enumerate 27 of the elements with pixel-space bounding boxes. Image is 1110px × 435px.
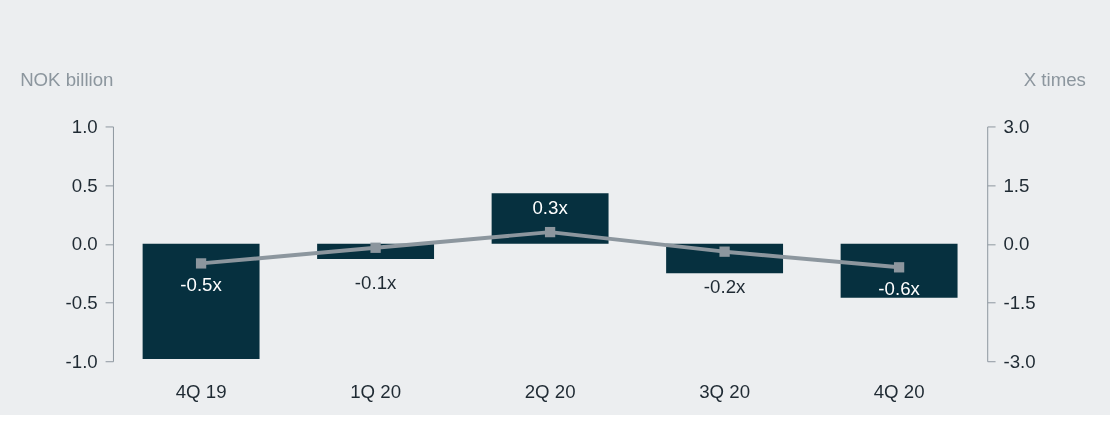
data-label: -0.5x bbox=[180, 273, 223, 295]
point bbox=[893, 262, 905, 273]
y2-axis-title: X times bbox=[1023, 68, 1086, 90]
y-tick-label: 1.0 bbox=[71, 115, 98, 137]
y-tick-label: -0.5 bbox=[65, 291, 98, 313]
x-tick-label: 2Q 20 bbox=[524, 381, 576, 403]
data-label: -0.6x bbox=[878, 277, 921, 299]
x-tick-label: 1Q 20 bbox=[350, 381, 401, 403]
y2-tick-label: 1.5 bbox=[1003, 174, 1030, 196]
y2-tick-label: -3.0 bbox=[1003, 350, 1036, 372]
x-tick-label: 4Q 20 bbox=[873, 381, 925, 403]
point bbox=[195, 258, 207, 269]
y-axis-title: NOK billion bbox=[20, 68, 114, 90]
y2-tick-label: 3.0 bbox=[1003, 115, 1030, 137]
y2-tick-label: -1.5 bbox=[1003, 291, 1036, 313]
point bbox=[544, 226, 556, 238]
x-tick-label: 3Q 20 bbox=[699, 381, 750, 403]
y2-tick-label: 0.0 bbox=[1003, 233, 1030, 255]
point bbox=[719, 246, 730, 257]
data-label: -0.1x bbox=[354, 272, 397, 294]
y-tick-label: -1.0 bbox=[65, 350, 98, 372]
data-label: -0.2x bbox=[703, 275, 746, 297]
data-label: 0.3x bbox=[532, 197, 569, 219]
y-tick-label: 0.5 bbox=[71, 174, 98, 196]
point bbox=[370, 242, 381, 253]
y-tick-label: 0.0 bbox=[71, 233, 98, 255]
x-tick-label: 4Q 19 bbox=[175, 381, 227, 403]
